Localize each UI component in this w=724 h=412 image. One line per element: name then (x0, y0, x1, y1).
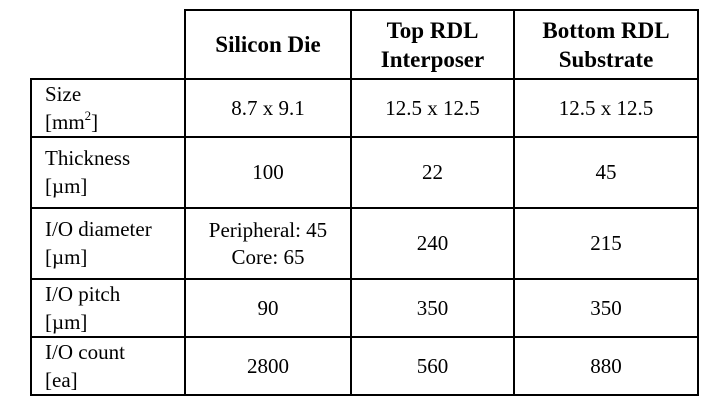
cell-value: 12.5 x 12.5 (350, 78, 515, 138)
row-label-cell: I/O diameter [µm] (30, 207, 186, 280)
cell-text-line2: Core: 65 (231, 244, 305, 269)
unit-superscript: 2 (84, 108, 92, 123)
header-label-line2: Interposer (380, 46, 485, 72)
row-label: Thickness (45, 146, 131, 170)
cell-value: 8.7 x 9.1 (184, 78, 352, 138)
table-row-thickness: Thickness [µm] 100 22 45 (30, 136, 699, 209)
row-label-cell: I/O count [ea] (30, 336, 186, 396)
header-label-line1: Top RDL (386, 17, 479, 43)
row-label-cell: Size [mm2] (30, 78, 186, 138)
cell-text: 350 (416, 295, 449, 320)
header-corner-cell (31, 10, 186, 80)
cell-value: 880 (513, 336, 699, 396)
cell-value: 240 (350, 207, 515, 280)
cell-text: 350 (590, 295, 622, 320)
cell-value: 12.5 x 12.5 (513, 78, 699, 138)
cell-value: 22 (350, 136, 515, 209)
header-label: Silicon Die (215, 32, 321, 57)
row-label: Size (45, 82, 82, 106)
cell-text: 560 (416, 353, 449, 378)
cell-value: 100 (184, 136, 352, 209)
cell-value: 90 (184, 278, 352, 338)
spec-table: Silicon Die Top RDL Interposer Bottom RD… (30, 9, 699, 396)
unit-prefix: [mm (45, 110, 85, 134)
cell-text: 12.5 x 12.5 (558, 95, 654, 120)
cell-text-line1: Peripheral: 45 (208, 217, 328, 242)
header-row: Silicon Die Top RDL Interposer Bottom RD… (31, 9, 699, 80)
row-unit: [µm] (45, 174, 88, 198)
table-row-size: Size [mm2] 8.7 x 9.1 12.5 x 12.5 12.5 x … (30, 78, 699, 138)
row-label-cell: Thickness [µm] (30, 136, 186, 209)
cell-text: 2800 (247, 353, 289, 378)
cell-text: 12.5 x 12.5 (385, 95, 480, 120)
row-label-cell: I/O pitch [µm] (30, 278, 186, 338)
header-top-rdl-interposer: Top RDL Interposer (350, 9, 515, 80)
cell-text: 215 (590, 231, 622, 255)
cell-value: Peripheral: 45 Core: 65 (184, 207, 352, 280)
row-unit: [µm] (45, 310, 88, 334)
cell-value: 560 (350, 336, 515, 396)
row-label: I/O diameter (45, 217, 152, 241)
row-label: I/O pitch (45, 282, 121, 306)
table-row-io-count: I/O count [ea] 2800 560 880 (30, 336, 699, 396)
cell-text: 45 (595, 160, 617, 184)
cell-text: 880 (590, 353, 622, 378)
table-row-io-diameter: I/O diameter [µm] Peripheral: 45 Core: 6… (30, 207, 699, 280)
unit-suffix: ] (91, 110, 99, 134)
header-bottom-rdl-substrate: Bottom RDL Substrate (513, 9, 699, 80)
row-label: I/O count (45, 340, 125, 364)
header-label-line2: Substrate (558, 46, 654, 72)
cell-text: 100 (252, 160, 284, 184)
header-silicon-die: Silicon Die (184, 9, 352, 80)
cell-text: 240 (416, 231, 449, 255)
row-unit: [mm2] (45, 108, 183, 135)
cell-value: 215 (513, 207, 699, 280)
row-unit: [ea] (45, 368, 78, 392)
cell-value: 350 (513, 278, 699, 338)
header-label-line1: Bottom RDL (542, 17, 670, 43)
table-row-io-pitch: I/O pitch [µm] 90 350 350 (30, 278, 699, 338)
cell-value: 2800 (184, 336, 352, 396)
cell-text: 90 (257, 295, 279, 320)
cell-text: 8.7 x 9.1 (231, 95, 305, 120)
cell-text: 22 (422, 160, 443, 184)
cell-value: 350 (350, 278, 515, 338)
row-unit: [µm] (45, 245, 88, 269)
cell-value: 45 (513, 136, 699, 209)
